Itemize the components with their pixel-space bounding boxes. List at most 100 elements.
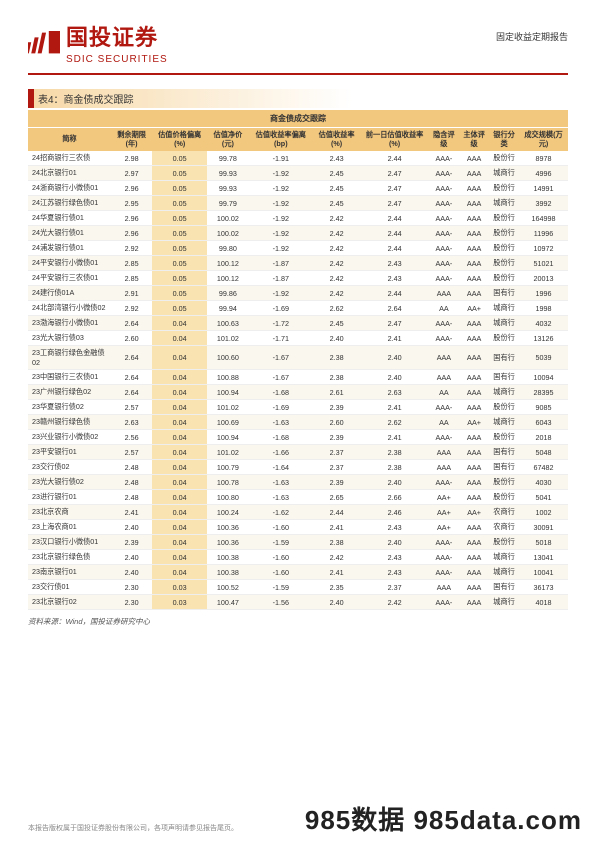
table-cell: 2.37 (313, 445, 361, 460)
table-cell: 2.41 (111, 505, 153, 520)
table-cell: AAA (459, 370, 489, 385)
logo-text: 国投证券 (66, 20, 168, 52)
table-cell: 城商行 (489, 301, 519, 316)
table-cell: AAA (459, 445, 489, 460)
table-cell: 2.40 (313, 595, 361, 610)
table-cell: 24浦发银行债01 (28, 241, 111, 256)
table-cell: AAA- (429, 271, 459, 286)
table-cell: 10041 (519, 565, 568, 580)
table-cell: 股份行 (489, 181, 519, 196)
table-cell: 2.39 (313, 475, 361, 490)
table-row: 23中国银行三农债012.640.04100.88-1.672.382.40AA… (28, 370, 568, 385)
table-cell: 2.42 (313, 256, 361, 271)
table-row: 24招商银行三农债2.980.0599.78-1.912.432.44AAA-A… (28, 151, 568, 166)
table-cell: AAA (459, 400, 489, 415)
table-cell: 2.38 (313, 346, 361, 370)
table-cell: 51021 (519, 256, 568, 271)
table-cell: 2.64 (111, 385, 153, 400)
table-title-row: 商金债成交跟踪 (28, 110, 568, 128)
table-cell: 4018 (519, 595, 568, 610)
table-cell: 10972 (519, 241, 568, 256)
table-cell: 0.04 (152, 430, 207, 445)
table-cell: 2.42 (313, 241, 361, 256)
table-cell: 99.94 (207, 301, 249, 316)
table-cell: 城商行 (489, 565, 519, 580)
table-cell: 23交行债02 (28, 460, 111, 475)
table-cell: 100.88 (207, 370, 249, 385)
table-caption: 表4：商金债成交跟踪 (28, 89, 568, 108)
table-cell: AA+ (459, 301, 489, 316)
table-cell: 2.48 (111, 490, 153, 505)
table-cell: 100.94 (207, 385, 249, 400)
table-row: 23北京银行绿色债2.400.04100.38-1.602.422.43AAA-… (28, 550, 568, 565)
table-cell: 0.04 (152, 490, 207, 505)
table-row: 23交行债012.300.03100.52-1.592.352.37AAAAAA… (28, 580, 568, 595)
table-cell: 股份行 (489, 226, 519, 241)
table-cell: 股份行 (489, 475, 519, 490)
table-cell: 23赣州银行绿色债 (28, 415, 111, 430)
table-cell: 2.96 (111, 211, 153, 226)
table-cell: 23光大银行债03 (28, 331, 111, 346)
table-cell: AAA (459, 286, 489, 301)
table-cell: AA (429, 301, 459, 316)
table-row: 23进行银行012.480.04100.80-1.632.652.66AA+AA… (28, 490, 568, 505)
table-cell: AAA- (429, 181, 459, 196)
table-cell: 股份行 (489, 211, 519, 226)
table-cell: 100.12 (207, 271, 249, 286)
table-cell: AAA (429, 445, 459, 460)
table-cell: 8978 (519, 151, 568, 166)
table-cell: 23汉口银行小微债01 (28, 535, 111, 550)
table-cell: 100.38 (207, 565, 249, 580)
table-cell: 0.05 (152, 286, 207, 301)
report-header: 国投证券 SDIC SECURITIES 固定收益定期报告 (28, 20, 568, 75)
table-cell: 2.40 (111, 550, 153, 565)
table-cell: -1.92 (249, 181, 313, 196)
table-cell: -1.60 (249, 550, 313, 565)
table-cell: 2.38 (360, 460, 428, 475)
table-cell: 2.40 (360, 346, 428, 370)
table-cell: AAA (459, 151, 489, 166)
column-header: 估值收益率偏离(bp) (249, 128, 313, 152)
table-row: 23工商银行绿色金融债022.640.04100.60-1.672.382.40… (28, 346, 568, 370)
table-cell: 100.94 (207, 430, 249, 445)
table-cell: 23中国银行三农债01 (28, 370, 111, 385)
table-cell: AAA (459, 475, 489, 490)
table-row: 23兴业银行小微债022.560.04100.94-1.682.392.41AA… (28, 430, 568, 445)
table-cell: 100.02 (207, 226, 249, 241)
table-cell: 2.45 (313, 196, 361, 211)
table-cell: AA (429, 415, 459, 430)
table-cell: 2.39 (313, 430, 361, 445)
table-cell: 城商行 (489, 550, 519, 565)
table-cell: 2.85 (111, 271, 153, 286)
column-header: 银行分类 (489, 128, 519, 152)
table-cell: 2.39 (111, 535, 153, 550)
table-cell: 2.64 (360, 301, 428, 316)
table-cell: 股份行 (489, 535, 519, 550)
table-cell: 2.44 (360, 151, 428, 166)
table-cell: AAA- (429, 430, 459, 445)
table-cell: 2.37 (360, 580, 428, 595)
logo-icon (28, 31, 60, 55)
table-cell: AA+ (429, 520, 459, 535)
table-cell: AAA- (429, 256, 459, 271)
table-cell: 0.05 (152, 256, 207, 271)
table-cell: 67482 (519, 460, 568, 475)
table-cell: 国有行 (489, 460, 519, 475)
logo-text-wrap: 国投证券 SDIC SECURITIES (66, 20, 168, 65)
table-cell: -1.59 (249, 580, 313, 595)
table-cell: 100.52 (207, 580, 249, 595)
table-cell: 24浙商银行小微债01 (28, 181, 111, 196)
table-title-cell: 商金债成交跟踪 (28, 110, 568, 128)
table-cell: 23上海农商01 (28, 520, 111, 535)
table-cell: 国有行 (489, 580, 519, 595)
table-cell: 99.80 (207, 241, 249, 256)
table-cell: 2.45 (313, 166, 361, 181)
table-cell: 4030 (519, 475, 568, 490)
table-cell: AAA (459, 595, 489, 610)
table-cell: 5018 (519, 535, 568, 550)
table-cell: 2.42 (360, 595, 428, 610)
column-header: 估值收益率(%) (313, 128, 361, 152)
table-cell: -1.63 (249, 475, 313, 490)
table-cell: AAA- (429, 316, 459, 331)
table-row: 24浦发银行债012.920.0599.80-1.922.422.44AAA-A… (28, 241, 568, 256)
